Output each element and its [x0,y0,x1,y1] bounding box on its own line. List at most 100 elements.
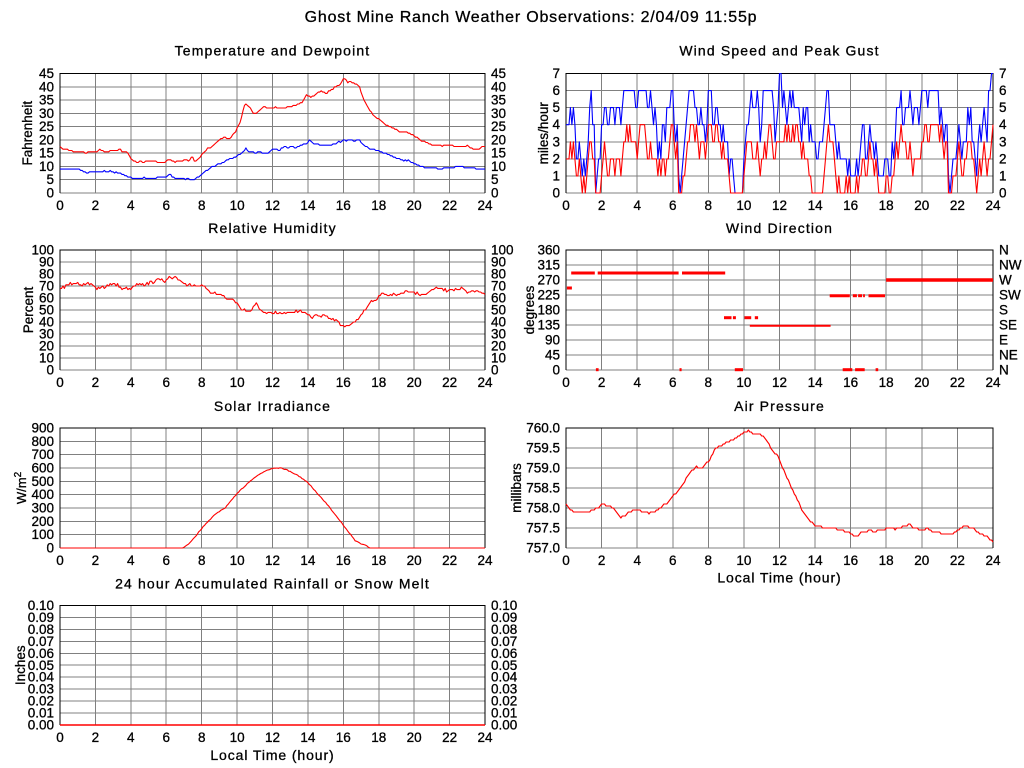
svg-text:25: 25 [491,119,506,134]
svg-text:24: 24 [985,553,1001,568]
svg-text:45: 45 [491,66,506,81]
svg-text:2: 2 [92,198,100,213]
svg-text:180: 180 [537,303,560,318]
svg-text:8: 8 [198,730,206,745]
svg-text:50: 50 [39,303,54,318]
svg-text:1: 1 [999,168,1007,183]
svg-text:14: 14 [808,375,824,390]
svg-text:5: 5 [491,172,499,187]
svg-text:757.5: 757.5 [526,521,560,536]
svg-text:0.10: 0.10 [28,598,54,613]
svg-text:0: 0 [46,541,54,556]
svg-text:0.04: 0.04 [28,670,55,685]
svg-text:2: 2 [999,151,1007,166]
svg-text:18: 18 [879,375,894,390]
svg-text:0: 0 [562,375,570,390]
svg-text:14: 14 [300,730,316,745]
svg-text:900: 900 [31,421,54,436]
svg-text:6: 6 [669,553,677,568]
svg-text:200: 200 [31,514,54,529]
svg-text:30: 30 [491,327,506,342]
svg-text:Percent: Percent [21,286,36,333]
svg-text:35: 35 [39,93,54,108]
svg-text:0: 0 [56,730,64,745]
svg-text:14: 14 [808,198,824,213]
svg-text:Relative Humidity: Relative Humidity [208,220,336,236]
svg-text:6: 6 [552,83,560,98]
svg-text:0: 0 [999,186,1007,201]
svg-text:4: 4 [127,375,135,390]
svg-text:1: 1 [552,168,560,183]
svg-text:10: 10 [736,553,751,568]
svg-text:S: S [999,303,1008,318]
svg-text:800: 800 [31,434,54,449]
svg-text:6: 6 [162,553,170,568]
svg-text:0: 0 [56,198,64,213]
svg-text:360: 360 [537,243,560,258]
svg-text:NE: NE [999,348,1018,363]
svg-text:90: 90 [545,333,560,348]
svg-text:2: 2 [598,198,606,213]
svg-text:5: 5 [552,100,560,115]
svg-text:4: 4 [127,730,135,745]
svg-text:24: 24 [477,375,493,390]
svg-text:759.0: 759.0 [526,461,560,476]
svg-text:0.05: 0.05 [28,658,54,673]
svg-text:30: 30 [491,106,506,121]
svg-text:Local Time (hour): Local Time (hour) [210,747,334,763]
svg-text:0: 0 [562,198,570,213]
svg-text:SW: SW [999,288,1021,303]
svg-text:0.10: 0.10 [491,598,517,613]
svg-text:10: 10 [736,375,751,390]
svg-text:16: 16 [843,375,858,390]
svg-text:0: 0 [46,186,54,201]
svg-text:10: 10 [736,198,751,213]
svg-text:500: 500 [31,474,54,489]
svg-text:25: 25 [39,119,54,134]
svg-text:4: 4 [127,198,135,213]
svg-text:757.0: 757.0 [526,541,560,556]
svg-text:4: 4 [633,553,641,568]
svg-text:759.5: 759.5 [526,441,560,456]
svg-text:18: 18 [371,553,386,568]
svg-text:18: 18 [371,375,386,390]
svg-text:24: 24 [985,198,1001,213]
svg-text:10: 10 [39,159,54,174]
svg-text:24: 24 [985,375,1001,390]
svg-text:760.0: 760.0 [526,421,560,436]
svg-text:12: 12 [265,553,280,568]
svg-text:80: 80 [39,267,54,282]
svg-text:22: 22 [442,730,457,745]
svg-text:4: 4 [633,198,641,213]
svg-text:22: 22 [950,553,965,568]
svg-text:0: 0 [562,553,570,568]
svg-text:miles/hour: miles/hour [536,102,551,165]
svg-text:10: 10 [230,375,245,390]
svg-text:8: 8 [705,553,713,568]
svg-text:16: 16 [843,553,858,568]
svg-text:70: 70 [491,279,506,294]
svg-text:40: 40 [39,79,54,94]
svg-text:8: 8 [705,198,713,213]
svg-text:0.06: 0.06 [28,646,54,661]
svg-text:10: 10 [230,730,245,745]
svg-text:0.02: 0.02 [28,694,54,709]
svg-text:2: 2 [598,553,606,568]
svg-text:0.09: 0.09 [28,610,54,625]
svg-text:12: 12 [265,375,280,390]
svg-text:5: 5 [46,172,54,187]
svg-text:22: 22 [950,375,965,390]
svg-text:E: E [999,333,1008,348]
svg-text:0.03: 0.03 [28,682,54,697]
svg-text:14: 14 [808,553,824,568]
svg-text:Inches: Inches [13,645,28,685]
svg-text:700: 700 [31,447,54,462]
svg-text:12: 12 [772,375,787,390]
svg-text:3: 3 [552,134,560,149]
svg-text:0.01: 0.01 [28,706,54,721]
svg-text:758.5: 758.5 [526,481,560,496]
svg-text:7: 7 [552,66,560,81]
svg-text:0.00: 0.00 [491,718,517,733]
svg-text:0.03: 0.03 [491,682,517,697]
svg-text:8: 8 [198,553,206,568]
